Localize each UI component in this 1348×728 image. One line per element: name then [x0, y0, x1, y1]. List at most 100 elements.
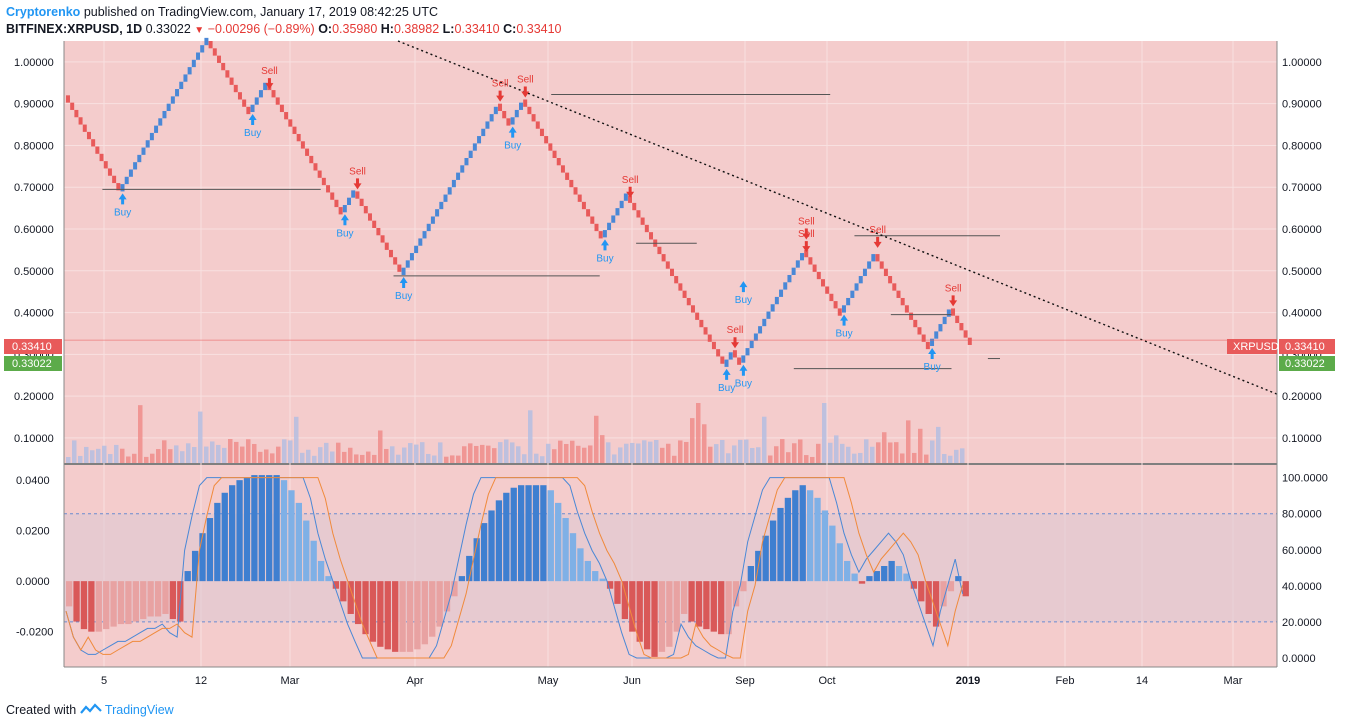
renko-brick: [657, 246, 662, 255]
sell-arrow-icon: [731, 337, 740, 349]
buy-arrow-icon: [508, 126, 517, 138]
buy-signal-label: Buy: [114, 207, 131, 218]
right-price-badge-red-text: 0.33410: [1285, 341, 1325, 353]
histogram-bar: [369, 581, 377, 642]
renko-brick: [846, 297, 851, 306]
volume-bar: [150, 453, 155, 463]
renko-brick: [934, 331, 939, 339]
volume-bar: [330, 451, 335, 463]
renko-brick: [460, 165, 465, 173]
volume-bar: [252, 443, 257, 463]
volume-bar: [546, 443, 551, 463]
histogram-bar: [666, 581, 673, 647]
volume-bar: [510, 442, 515, 463]
histogram-bar: [162, 581, 169, 614]
volume-bar: [840, 443, 845, 463]
buy-signal-label: Buy: [835, 329, 852, 340]
renko-brick: [95, 146, 100, 154]
buy-signal-label: Buy: [504, 141, 521, 152]
volume-bar: [354, 454, 359, 463]
price-pane[interactable]: [64, 41, 1277, 463]
created-with-label: Created with: [6, 703, 77, 717]
histogram-bar: [947, 581, 955, 592]
volume-bar: [684, 441, 689, 463]
histogram-bar: [95, 581, 102, 632]
high-value: 0.38982: [393, 22, 440, 36]
volume-bar: [792, 443, 797, 463]
volume-bar: [558, 440, 563, 463]
price-change: −0.00296 (−0.89%): [207, 22, 315, 36]
histogram-bar: [110, 581, 117, 627]
histogram-bar: [480, 523, 488, 582]
last-price: 0.33022: [145, 22, 191, 36]
volume-bar: [234, 441, 239, 463]
histogram-bar: [503, 492, 510, 582]
volume-bar: [930, 440, 935, 463]
volume-bar: [726, 453, 731, 463]
histogram-bar: [658, 581, 666, 652]
histogram-bar: [273, 475, 280, 582]
renko-brick: [888, 276, 893, 284]
renko-brick: [611, 215, 616, 223]
publish-line: Cryptorenko published on TradingView.com…: [6, 5, 438, 19]
volume-bar: [300, 452, 305, 463]
renko-brick: [837, 308, 842, 316]
volume-bar: [756, 447, 761, 463]
osc-tick-label-right: 100.0000: [1282, 473, 1328, 485]
symbol-line: BITFINEX:XRPUSD, 1D 0.33022 ▼ −0.00296 (…: [6, 22, 562, 36]
histogram-bar: [384, 581, 391, 650]
volume-bar: [534, 453, 539, 463]
histogram-bar: [488, 510, 495, 582]
renko-brick: [254, 97, 259, 105]
renko-brick: [384, 242, 389, 250]
close-label: C:: [503, 22, 517, 36]
renko-brick: [242, 99, 247, 107]
histogram-bar: [681, 581, 688, 614]
renko-brick: [175, 89, 180, 97]
time-tick-label: Mar: [1224, 675, 1243, 687]
renko-brick: [808, 257, 813, 265]
histogram-bar: [73, 581, 80, 622]
histogram-bar: [458, 576, 466, 582]
histogram-bar: [117, 581, 125, 625]
volume-bar: [456, 455, 461, 463]
renko-brick: [414, 245, 419, 254]
renko-brick: [821, 279, 825, 287]
renko-brick: [711, 341, 716, 350]
renko-brick: [661, 254, 666, 262]
renko-brick: [707, 334, 712, 342]
histogram-bar: [288, 490, 295, 582]
histogram-bar: [362, 581, 369, 635]
volume-bar: [408, 443, 413, 463]
renko-brick: [682, 290, 687, 298]
volume-bar: [624, 443, 629, 463]
tradingview-brand[interactable]: TradingView: [104, 703, 174, 717]
osc-tick-label-left: 0.0200: [16, 526, 50, 538]
volume-bar: [282, 439, 287, 463]
volume-bar: [666, 443, 671, 463]
volume-bar: [552, 449, 557, 463]
volume-bar: [90, 450, 95, 463]
buy-arrow-icon: [340, 214, 349, 226]
left-price-badge-green-text: 0.33022: [12, 358, 52, 370]
volume-bar: [102, 445, 107, 463]
histogram-bar: [340, 581, 347, 602]
author-name[interactable]: Cryptorenko: [6, 5, 81, 19]
time-tick-label: 5: [101, 675, 107, 687]
renko-brick: [158, 118, 163, 126]
price-tick-label-left: 0.50000: [14, 266, 54, 278]
renko-brick: [753, 333, 758, 341]
volume-bar: [852, 453, 857, 463]
renko-brick: [699, 319, 704, 328]
volume-bar: [336, 442, 341, 463]
tradingview-logo-icon[interactable]: [79, 703, 102, 718]
renko-brick: [141, 147, 146, 155]
renko-brick: [422, 231, 427, 239]
left-price-badge-red: [4, 339, 62, 354]
volume-bar: [318, 447, 323, 463]
renko-brick: [745, 348, 750, 356]
renko-brick: [321, 177, 326, 186]
renko-brick: [649, 232, 654, 240]
histogram-bar: [673, 581, 680, 632]
